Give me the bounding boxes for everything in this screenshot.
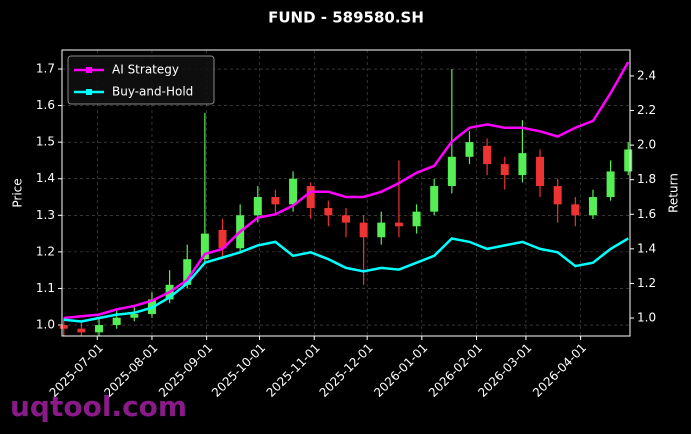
y2-tick-label: 1.0: [637, 311, 656, 325]
candle-body: [518, 153, 527, 176]
candle-body: [183, 259, 192, 285]
candle-body: [306, 186, 315, 208]
candle-body: [465, 142, 474, 157]
candle-body: [342, 215, 350, 223]
legend-marker: [86, 89, 92, 95]
y2-tick-label: 1.6: [637, 207, 656, 221]
y-axis-label: Price: [11, 178, 25, 207]
y2-tick-label: 2.4: [637, 68, 656, 82]
candle-body: [59, 325, 68, 329]
candle-body: [112, 317, 121, 326]
y-tick-label: 1.7: [36, 62, 55, 76]
candle-body: [253, 197, 262, 216]
legend-label: Buy-and-Hold: [112, 85, 193, 99]
series-line: [63, 237, 629, 323]
candle-body: [394, 222, 403, 227]
y2-tick-label: 1.2: [637, 276, 656, 290]
y2-tick-label: 1.8: [637, 172, 656, 186]
candle-body: [553, 186, 562, 205]
y-tick-label: 1.0: [36, 318, 55, 332]
candle-body: [624, 149, 633, 172]
candle-body: [359, 222, 368, 238]
candle-body: [271, 197, 280, 205]
candle-body: [218, 229, 227, 249]
candle-body: [483, 145, 492, 165]
candle-body: [430, 186, 439, 212]
candle-body: [606, 171, 615, 198]
watermark: uqtool.com: [10, 390, 187, 423]
candle-body: [130, 314, 139, 318]
candle-body: [377, 222, 386, 238]
candle-body: [571, 204, 580, 216]
plot-frame: [61, 49, 631, 337]
y2-tick-label: 2.0: [637, 138, 656, 152]
y-tick-label: 1.1: [36, 281, 55, 295]
chart-title: FUND - 589580.SH: [268, 9, 424, 27]
y2-tick-label: 2.2: [637, 103, 656, 117]
legend-label: AI Strategy: [112, 63, 179, 77]
y-tick-label: 1.6: [36, 98, 55, 112]
candle-body: [77, 328, 86, 333]
y-tick-label: 1.5: [36, 135, 55, 149]
y2-axis-label: Return: [667, 173, 681, 213]
candle-body: [500, 164, 509, 176]
candle-body: [324, 207, 333, 216]
y-tick-label: 1.4: [36, 171, 55, 185]
series-line: [63, 61, 630, 320]
y-tick-label: 1.2: [36, 244, 55, 258]
candle-body: [200, 233, 209, 260]
candle-body: [447, 156, 456, 187]
y-tick-label: 1.3: [36, 208, 55, 222]
y2-tick-label: 1.4: [637, 241, 656, 255]
candle-body: [289, 178, 298, 205]
legend-marker: [86, 67, 92, 73]
candle-body: [95, 325, 104, 333]
candle-body: [412, 211, 421, 227]
candle-body: [588, 197, 597, 216]
legend-box: [67, 55, 215, 105]
candle-body: [536, 156, 545, 187]
